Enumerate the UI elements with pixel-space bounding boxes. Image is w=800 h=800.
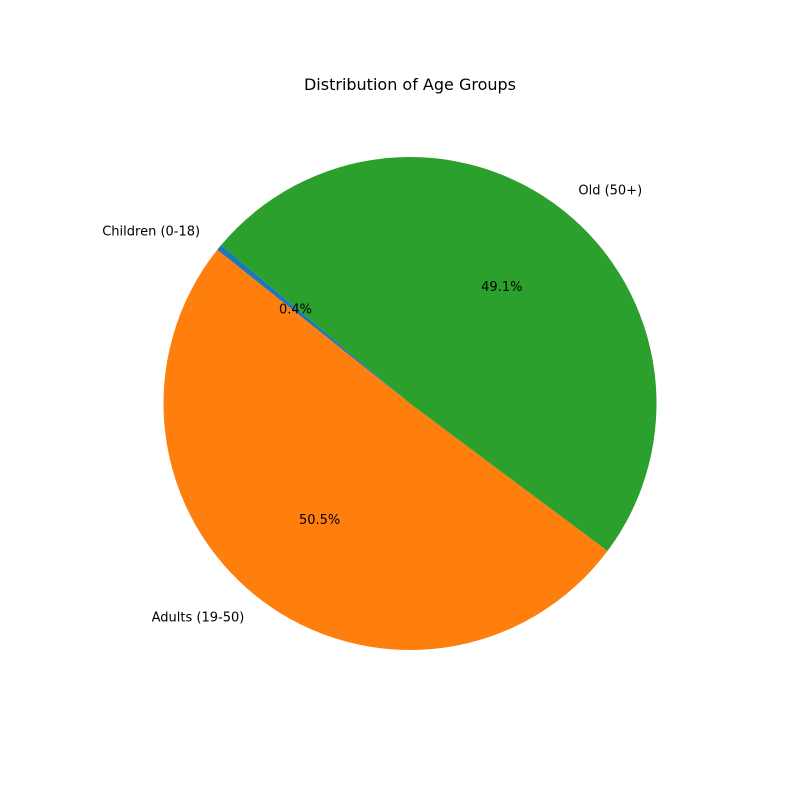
slice-percent-label-2: 49.1% <box>481 280 522 295</box>
pie-labels: Children (0-18) 0.4% Adults (19-50) 50.5% Ol… <box>102 183 642 625</box>
pie-slices <box>163 157 657 651</box>
slice-category-label-1: Adults (19-50) <box>152 611 245 626</box>
slice-percent-label-0: 0.4% <box>279 302 312 317</box>
slice-percent-label-1: 50.5% <box>299 513 340 528</box>
pie-slice-2 <box>221 157 657 552</box>
pie-slice-1 <box>163 249 608 651</box>
slice-category-label-2: Old (50+) <box>578 183 642 198</box>
pie-slice-0 <box>217 245 410 404</box>
chart-title: Distribution of Age Groups <box>304 75 516 94</box>
slice-category-label-0: Children (0-18) <box>102 224 200 239</box>
